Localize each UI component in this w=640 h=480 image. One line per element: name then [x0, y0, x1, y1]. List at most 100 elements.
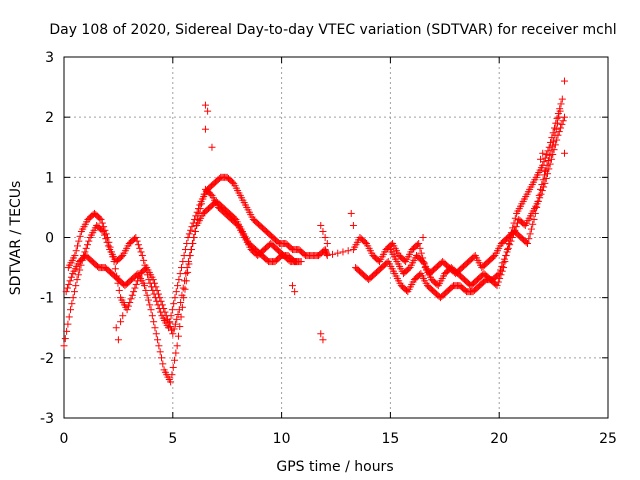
- data-point-track-b: [168, 371, 176, 379]
- data-point-track-c: [104, 234, 112, 241]
- data-point-track-c: [171, 320, 179, 328]
- data-point-track-a: [170, 300, 178, 308]
- chart-title: Day 108 of 2020, Sidereal Day-to-day VTE…: [49, 22, 616, 38]
- data-point-outliers: [537, 155, 545, 163]
- data-point-track-b: [156, 348, 164, 356]
- data-point-track-a: [193, 208, 201, 216]
- data-point-track-c: [182, 270, 190, 278]
- data-point-track-c: [123, 306, 131, 314]
- data-point-track-c: [156, 294, 164, 302]
- data-point-track-d: [558, 95, 566, 103]
- data-point-track-d: [511, 214, 519, 222]
- data-point-track-b: [146, 301, 154, 309]
- data-point-track-e: [557, 124, 565, 132]
- data-point-track-c: [191, 227, 199, 235]
- data-point-track-a: [168, 306, 176, 314]
- data-point-track-f: [550, 137, 558, 145]
- data-point-track-b: [181, 285, 189, 293]
- data-point-track-d: [323, 252, 331, 260]
- data-point-track-f: [405, 265, 413, 273]
- data-point-track-b: [154, 336, 162, 344]
- data-point-track-f: [530, 215, 538, 223]
- data-point-outliers: [560, 149, 568, 157]
- data-point-track-c: [151, 279, 159, 287]
- data-point-track-c: [200, 190, 208, 198]
- x-tick-label: 20: [490, 431, 508, 447]
- data-point-track-b: [173, 342, 181, 350]
- data-point-track-a: [85, 237, 93, 245]
- data-point-track-b: [155, 342, 163, 350]
- data-point-outliers: [560, 77, 568, 85]
- data-point-outliers: [317, 330, 325, 338]
- data-point-outliers: [319, 227, 327, 235]
- data-point-track-b: [62, 288, 70, 296]
- data-point-outliers: [419, 234, 427, 241]
- data-point-track-a: [84, 241, 92, 249]
- data-point-track-c: [184, 258, 192, 266]
- data-point-track-b: [150, 318, 158, 326]
- data-point-track-c: [134, 277, 142, 285]
- y-tick-label: -3: [40, 411, 54, 427]
- data-point-track-b: [171, 356, 179, 364]
- data-point-track-d: [417, 249, 425, 257]
- data-point-track-f: [490, 253, 498, 261]
- data-point-track-c: [154, 290, 162, 298]
- data-point-track-f: [555, 113, 563, 121]
- data-point-track-c: [165, 319, 173, 327]
- data-point-track-c: [160, 304, 168, 312]
- data-point-track-f: [543, 161, 551, 169]
- data-point-track-e: [495, 270, 503, 278]
- data-point-track-b: [174, 332, 182, 340]
- data-marks: [60, 77, 568, 386]
- data-point-track-a: [63, 327, 71, 335]
- grid: [64, 57, 608, 418]
- data-point-track-a: [185, 230, 193, 238]
- data-point-track-b: [143, 291, 151, 299]
- data-point-track-a: [60, 342, 68, 350]
- data-point-track-a: [140, 256, 148, 264]
- data-point-track-c: [132, 280, 140, 288]
- data-point-track-a: [65, 313, 73, 321]
- data-point-track-f: [542, 166, 550, 174]
- data-point-outliers: [321, 234, 329, 241]
- data-point-track-b: [151, 324, 159, 332]
- data-point-track-c: [113, 272, 121, 280]
- data-point-track-d: [339, 248, 347, 256]
- data-point-outliers: [539, 149, 547, 157]
- data-point-track-c: [207, 190, 215, 198]
- x-tick-label: 15: [381, 431, 399, 447]
- data-point-track-c: [183, 264, 191, 272]
- data-point-track-a: [69, 294, 77, 302]
- data-point-outliers: [112, 324, 120, 332]
- data-point-track-c: [130, 288, 138, 296]
- data-point-track-e: [546, 160, 554, 168]
- data-point-outliers: [204, 107, 212, 115]
- data-point-track-c: [105, 238, 113, 246]
- data-point-track-a: [187, 226, 195, 234]
- data-point-track-c: [135, 273, 143, 281]
- data-point-outliers: [114, 336, 122, 344]
- data-point-track-d: [416, 244, 424, 252]
- data-point-track-a: [76, 266, 84, 274]
- data-point-track-e: [538, 187, 546, 195]
- data-point-track-b: [169, 363, 177, 371]
- data-point-track-d: [545, 143, 553, 151]
- data-point-track-f: [533, 203, 541, 211]
- data-point-track-c: [152, 283, 160, 291]
- data-point-track-e: [550, 146, 558, 154]
- data-point-track-f: [538, 181, 546, 189]
- data-point-track-c: [106, 243, 114, 251]
- data-point-outliers: [291, 288, 299, 296]
- data-point-track-f: [544, 156, 552, 164]
- data-point-track-e: [545, 165, 553, 173]
- data-point-track-c: [293, 258, 301, 266]
- data-point-track-e: [494, 271, 502, 279]
- data-point-track-e: [541, 179, 549, 187]
- data-point-track-e: [512, 223, 520, 231]
- data-point-track-c: [192, 221, 200, 229]
- data-point-track-d: [557, 100, 565, 108]
- data-point-track-a: [136, 244, 144, 252]
- data-point-track-e: [542, 175, 550, 183]
- data-point-outliers: [201, 125, 209, 133]
- data-point-track-c: [158, 301, 166, 309]
